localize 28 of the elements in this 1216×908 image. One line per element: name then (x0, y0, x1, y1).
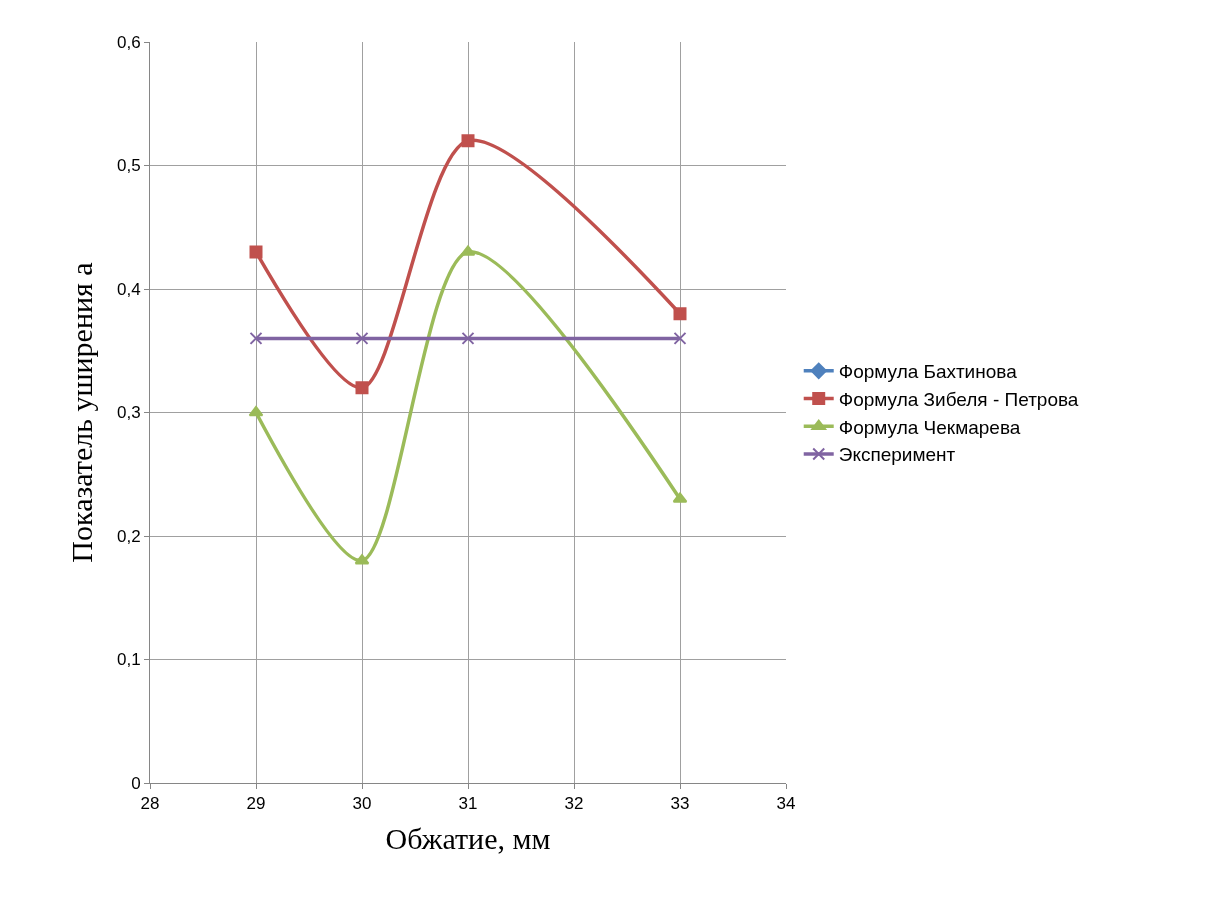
point (249, 331, 263, 345)
x-tick-label: 30 (352, 794, 372, 814)
y-tick-label: 0,4 (116, 279, 141, 299)
x-tick-label: 33 (670, 794, 690, 814)
x-tick-label: 34 (776, 794, 796, 814)
x-axis-title: Обжатие, мм (385, 821, 551, 855)
point (461, 134, 475, 148)
point (461, 331, 475, 345)
point (249, 245, 263, 259)
x-tick-label: 28 (140, 794, 160, 814)
legend-label: Формула Зибеля - Петрова (838, 388, 1079, 410)
y-tick-label: 0,5 (116, 156, 141, 176)
y-tick-label: 0,6 (116, 32, 141, 52)
point (355, 331, 369, 345)
point (355, 381, 369, 395)
y-tick-label: 0 (131, 773, 141, 793)
x-tick-label: 31 (458, 794, 478, 814)
legend-label: Формула Бахтинова (838, 361, 1018, 383)
point (673, 307, 687, 321)
y-tick-label: 0,2 (116, 526, 141, 546)
legend-label: Эксперимент (838, 444, 956, 466)
point (673, 331, 687, 345)
y-tick-label: 0,1 (116, 650, 141, 670)
x-tick-label: 32 (564, 794, 584, 814)
y-tick-label: 0,3 (116, 403, 141, 423)
legend-label: Формула Чекмарева (838, 416, 1021, 438)
y-axis-title: Показатель уширения а (64, 262, 98, 563)
x-tick-label: 29 (246, 794, 266, 814)
